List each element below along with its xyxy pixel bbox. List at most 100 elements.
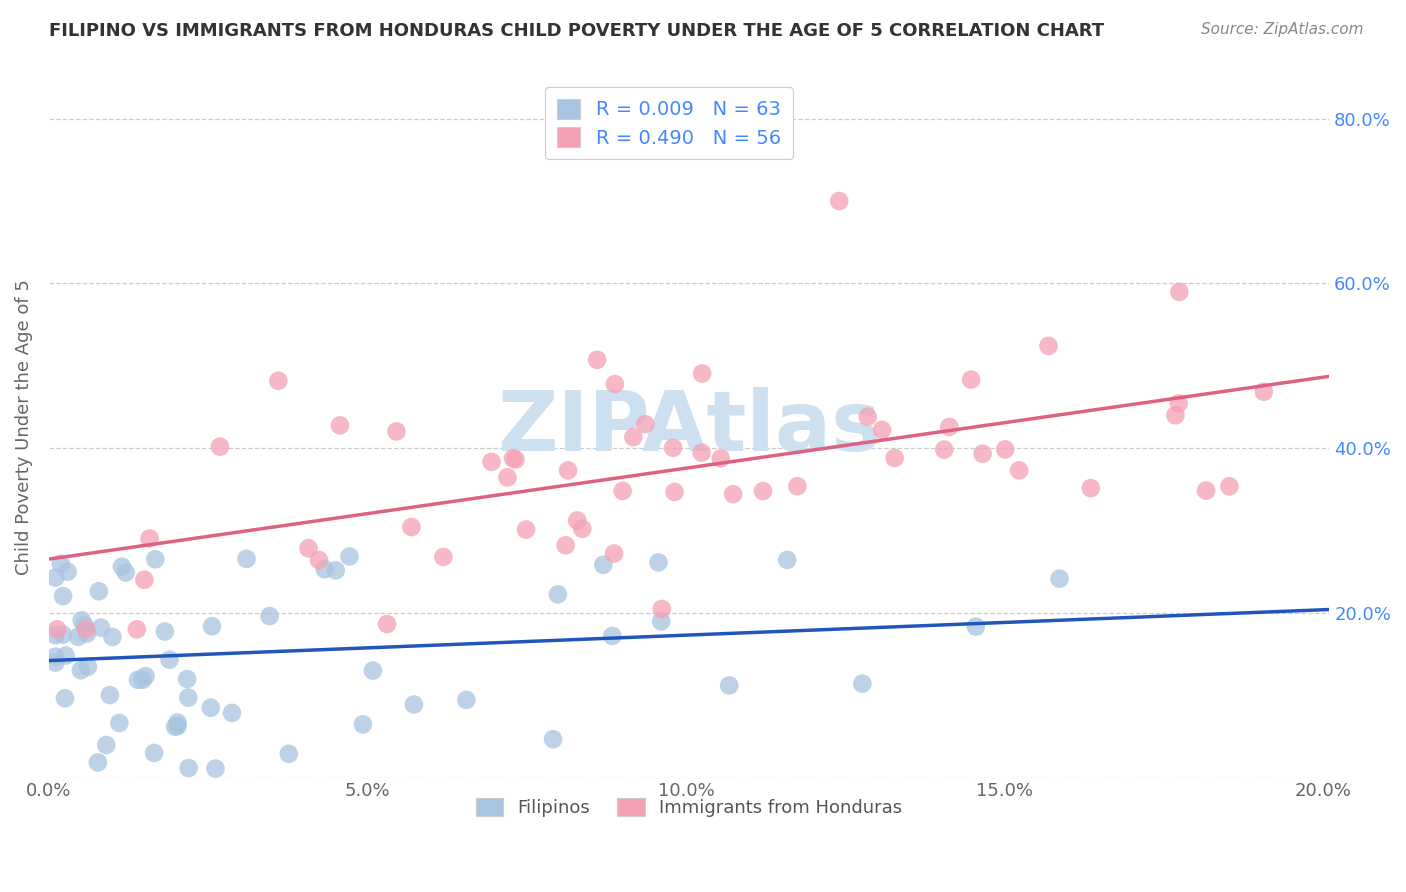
Point <box>634 417 657 432</box>
Point <box>200 700 222 714</box>
Point <box>718 678 741 692</box>
Point <box>664 484 686 499</box>
Point <box>259 609 281 624</box>
Point <box>70 613 93 627</box>
Point <box>314 562 336 576</box>
Point <box>177 690 200 705</box>
Point <box>135 669 157 683</box>
Point <box>851 676 873 690</box>
Point <box>515 523 537 537</box>
Point <box>277 747 299 761</box>
Point <box>690 367 713 381</box>
Point <box>75 622 97 636</box>
Point <box>53 691 76 706</box>
Point <box>690 445 713 459</box>
Point <box>938 420 960 434</box>
Point <box>602 629 624 643</box>
Point <box>567 513 589 527</box>
Point <box>166 715 188 730</box>
Point <box>108 715 131 730</box>
Point <box>267 374 290 388</box>
Point <box>90 621 112 635</box>
Point <box>352 717 374 731</box>
Point <box>1038 339 1060 353</box>
Point <box>46 622 69 636</box>
Point <box>73 618 96 632</box>
Point <box>143 746 166 760</box>
Point <box>547 587 569 601</box>
Point <box>153 624 176 639</box>
Point <box>131 673 153 687</box>
Point <box>571 522 593 536</box>
Point <box>77 659 100 673</box>
Point <box>621 430 644 444</box>
Point <box>603 547 626 561</box>
Point <box>554 538 576 552</box>
Point <box>1049 572 1071 586</box>
Point <box>496 470 519 484</box>
Point <box>1168 285 1191 299</box>
Point <box>111 559 134 574</box>
Point <box>44 570 66 584</box>
Point <box>166 719 188 733</box>
Point <box>603 377 626 392</box>
Point <box>96 738 118 752</box>
Point <box>856 409 879 424</box>
Point <box>208 440 231 454</box>
Point <box>721 487 744 501</box>
Point <box>994 442 1017 457</box>
Point <box>662 441 685 455</box>
Point <box>870 423 893 437</box>
Point <box>786 479 808 493</box>
Point <box>502 451 524 466</box>
Legend: Filipinos, Immigrants from Honduras: Filipinos, Immigrants from Honduras <box>468 790 910 824</box>
Point <box>55 648 77 663</box>
Point <box>1195 483 1218 498</box>
Point <box>165 720 187 734</box>
Point <box>1164 409 1187 423</box>
Point <box>965 619 987 633</box>
Point <box>828 194 851 208</box>
Point <box>710 451 733 466</box>
Point <box>101 630 124 644</box>
Y-axis label: Child Poverty Under the Age of 5: Child Poverty Under the Age of 5 <box>15 279 32 575</box>
Point <box>541 732 564 747</box>
Point <box>1080 481 1102 495</box>
Point <box>56 565 79 579</box>
Point <box>650 615 672 629</box>
Point <box>361 664 384 678</box>
Point <box>402 698 425 712</box>
Point <box>432 549 454 564</box>
Point <box>329 418 352 433</box>
Point <box>325 563 347 577</box>
Point <box>592 558 614 572</box>
Point <box>1167 396 1189 410</box>
Point <box>235 551 257 566</box>
Point <box>125 622 148 636</box>
Point <box>87 584 110 599</box>
Point <box>143 552 166 566</box>
Point <box>385 425 408 439</box>
Point <box>308 553 330 567</box>
Point <box>70 663 93 677</box>
Point <box>1008 463 1031 477</box>
Point <box>1218 479 1240 493</box>
Point <box>557 463 579 477</box>
Point <box>586 352 609 367</box>
Point <box>201 619 224 633</box>
Point <box>44 628 66 642</box>
Point <box>651 602 673 616</box>
Text: FILIPINO VS IMMIGRANTS FROM HONDURAS CHILD POVERTY UNDER THE AGE OF 5 CORRELATIO: FILIPINO VS IMMIGRANTS FROM HONDURAS CHI… <box>49 22 1104 40</box>
Point <box>297 541 319 556</box>
Point <box>612 483 634 498</box>
Point <box>176 672 198 686</box>
Point <box>375 617 398 632</box>
Point <box>138 532 160 546</box>
Point <box>98 688 121 702</box>
Point <box>67 630 90 644</box>
Point <box>960 373 983 387</box>
Point <box>221 706 243 720</box>
Text: Source: ZipAtlas.com: Source: ZipAtlas.com <box>1201 22 1364 37</box>
Point <box>127 673 149 687</box>
Point <box>883 450 905 465</box>
